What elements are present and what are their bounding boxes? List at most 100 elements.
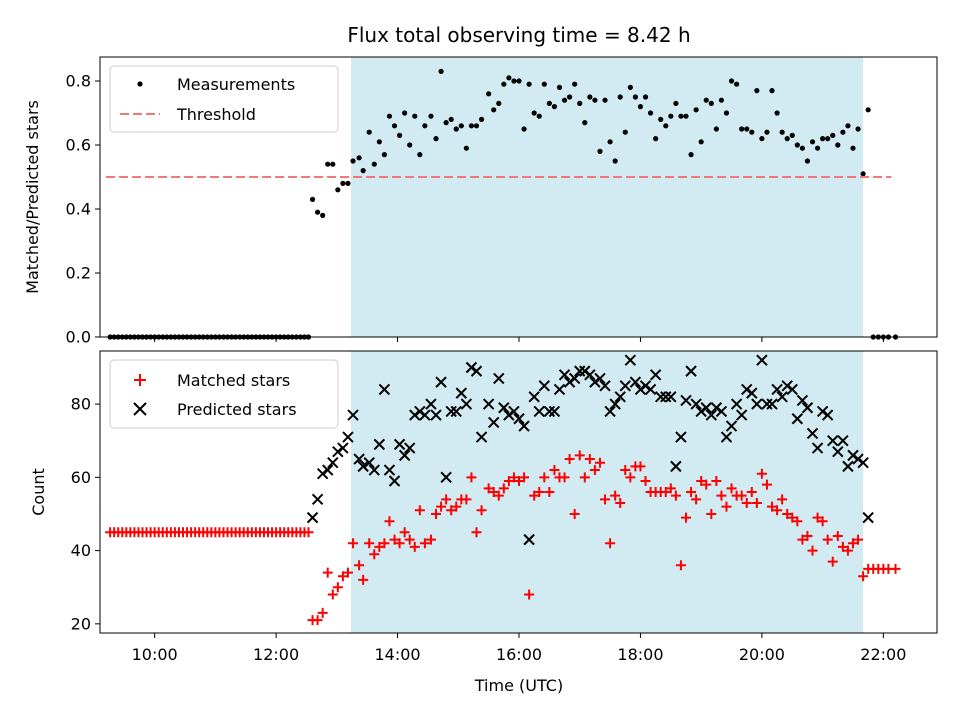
matched-star-point xyxy=(847,538,858,549)
measurement-point xyxy=(673,100,679,106)
predicted-star-point xyxy=(347,409,359,421)
matched-star-point xyxy=(425,534,436,545)
matched-star-point xyxy=(756,468,767,479)
matched-star-point xyxy=(696,476,707,487)
predicted-star-point xyxy=(455,387,468,399)
measurement-point xyxy=(572,81,578,87)
predicted-star-point xyxy=(435,376,447,388)
predicted-star-point xyxy=(644,383,657,396)
measurement-point xyxy=(422,123,428,129)
matched-star-point xyxy=(817,516,828,527)
matched-star-point xyxy=(792,516,803,527)
predicted-star-point xyxy=(776,391,788,403)
measurement-point xyxy=(396,132,403,138)
matched-star-point xyxy=(529,490,540,501)
predicted-star-point xyxy=(832,446,844,458)
top-x-ticks xyxy=(154,337,884,342)
measurement-point xyxy=(769,88,775,94)
predicted-star-point xyxy=(363,456,375,469)
matched-star-point xyxy=(832,530,843,541)
predicted-star-point xyxy=(342,431,354,443)
predicted-star-point xyxy=(796,394,809,407)
predicted-star-point xyxy=(629,376,642,388)
predicted-star-point xyxy=(827,435,839,447)
matched-star-point xyxy=(476,505,487,516)
measurement-point xyxy=(345,180,351,186)
measurement-point xyxy=(340,180,346,186)
matched-star-point xyxy=(451,501,462,512)
measurement-point xyxy=(468,123,475,129)
measurement-point xyxy=(443,120,449,126)
predicted-star-point xyxy=(680,394,692,407)
matched-star-point xyxy=(706,508,717,519)
predicted-star-point xyxy=(761,398,773,410)
predicted-star-point xyxy=(487,416,500,429)
predicted-star-point xyxy=(725,420,738,432)
measurement-point xyxy=(501,81,507,87)
top-panel: 0.00.20.40.60.8 Matched/Predicted stars … xyxy=(23,56,938,347)
matched-star-point xyxy=(736,490,747,501)
measurement-point xyxy=(448,116,454,122)
predicted-star-point xyxy=(705,409,718,421)
predicted-star-point xyxy=(482,398,495,410)
matched-star-point xyxy=(837,541,848,552)
matched-star-point xyxy=(802,530,813,541)
matched-star-point xyxy=(389,534,400,545)
matched-star-point xyxy=(620,465,631,476)
bottom-shaded-region xyxy=(350,351,864,633)
predicted-star-point xyxy=(730,398,743,410)
matched-star-point xyxy=(726,483,737,494)
measurement-point xyxy=(521,126,527,132)
measurement-point xyxy=(381,152,387,158)
measurement-point xyxy=(597,148,603,154)
matched-star-point xyxy=(461,494,472,505)
matched-star-point xyxy=(312,615,323,626)
matched-star-point xyxy=(681,512,692,523)
matched-star-point xyxy=(436,501,447,512)
measurement-point xyxy=(703,97,709,103)
predicted-star-point xyxy=(548,405,561,418)
measurement-point xyxy=(309,196,316,202)
matched-star-point xyxy=(358,574,369,585)
matched-star-point xyxy=(466,472,477,483)
measurement-point xyxy=(417,152,423,158)
predicted-star-point xyxy=(357,460,369,473)
predicted-star-point xyxy=(821,409,834,421)
measurement-point xyxy=(556,84,563,90)
predicted-star-point xyxy=(378,383,391,396)
predicted-star-point xyxy=(518,420,530,432)
top-shaded-region xyxy=(350,57,864,337)
matched-star-point xyxy=(332,582,343,593)
measurement-point xyxy=(809,139,816,145)
predicted-star-point xyxy=(574,365,586,377)
measurement-point xyxy=(335,187,341,193)
matched-star-point xyxy=(404,534,415,545)
predicted-star-point xyxy=(665,391,677,403)
predicted-star-point xyxy=(670,460,682,473)
bottom-plot-frame xyxy=(99,350,938,634)
measurement-point xyxy=(496,100,502,106)
predicted-star-point xyxy=(353,453,365,465)
predicted-star-point xyxy=(862,511,874,524)
matched-star-point xyxy=(600,494,611,505)
measurement-point xyxy=(433,136,439,142)
measurement-point xyxy=(320,212,326,218)
predicted-star-point xyxy=(614,391,626,403)
top-y-tick-label: 0.8 xyxy=(66,72,91,91)
measurement-point xyxy=(463,145,469,151)
predicted-star-point xyxy=(498,402,510,414)
measurement-point xyxy=(516,78,522,84)
matched-star-point xyxy=(488,487,499,497)
matched-star-point xyxy=(483,483,494,494)
measurement-point xyxy=(330,161,336,167)
top-y-axis-label: Matched/Predicted stars xyxy=(23,100,42,294)
predicted-star-point xyxy=(811,442,824,454)
predicted-star-point xyxy=(604,405,616,418)
x-axis-label: Time (UTC) xyxy=(474,676,563,695)
measurement-point xyxy=(371,161,377,167)
matched-star-point xyxy=(524,589,535,600)
measurement-point xyxy=(473,123,480,129)
predicted-star-point xyxy=(842,460,854,473)
top-data-points xyxy=(107,68,899,340)
measurement-point xyxy=(789,132,795,138)
